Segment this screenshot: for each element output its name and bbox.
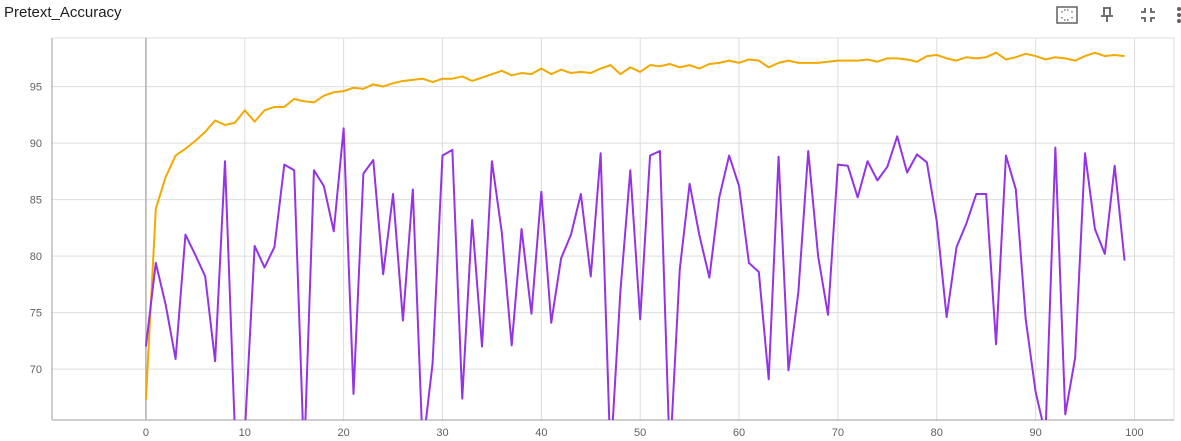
more-vert-icon[interactable] [1175, 4, 1181, 26]
chart-grid [52, 37, 1175, 420]
line-chart: 70 75 80 85 90 95 0 10 20 30 40 50 60 70 80 90 100 [30, 37, 1175, 439]
x-tick-label: 90 [1029, 427, 1041, 439]
x-tick-label: 100 [1125, 427, 1143, 439]
x-tick-label: 60 [733, 427, 745, 439]
series-line-1 [144, 127, 1126, 420]
y-tick-label: 90 [30, 138, 42, 150]
x-tick-label: 50 [634, 427, 646, 439]
x-tick-label: 30 [436, 427, 448, 439]
chart-title: Pretext_Accuracy [4, 4, 122, 21]
collapse-icon[interactable] [1136, 4, 1160, 26]
pin-icon[interactable] [1095, 4, 1119, 26]
y-tick-label: 75 [30, 308, 42, 320]
x-tick-label: 10 [239, 427, 251, 439]
tick-labels: 70 75 80 85 90 95 0 10 20 30 40 50 60 70 80 90 100 [30, 82, 1144, 439]
x-tick-label: 80 [931, 427, 943, 439]
fit-domain-icon[interactable] [1055, 4, 1079, 26]
y-tick-label: 80 [30, 251, 42, 263]
chart-axes [51, 38, 1174, 421]
chart-series [144, 51, 1126, 420]
x-tick-label: 40 [535, 427, 547, 439]
x-tick-label: 0 [143, 427, 149, 439]
series-line-0 [144, 51, 1125, 400]
x-tick-label: 70 [832, 427, 844, 439]
y-tick-label: 95 [30, 82, 42, 94]
chart-toolbar [1021, 0, 1181, 30]
y-tick-label: 85 [30, 195, 42, 207]
y-tick-label: 70 [30, 364, 42, 376]
x-tick-label: 20 [337, 427, 349, 439]
